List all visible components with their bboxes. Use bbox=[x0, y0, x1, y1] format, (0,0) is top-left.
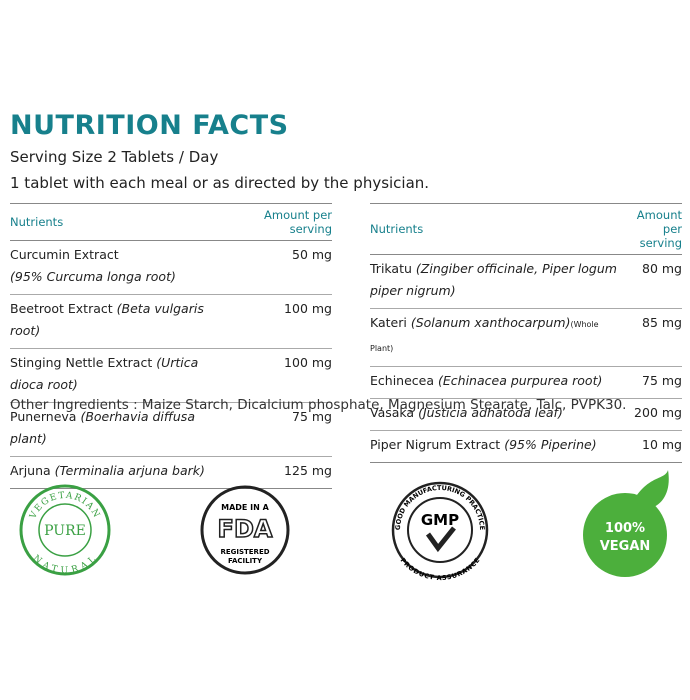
detail: (Zingiber officinale, Piper logum piper … bbox=[370, 261, 617, 298]
badge-text: 100% bbox=[605, 521, 645, 536]
svg-text:PRODUCT ASSURANCE: PRODUCT ASSURANCE bbox=[399, 556, 482, 582]
serving: Serving Size 2 Tablets / Day bbox=[10, 148, 219, 166]
detail: (Solanum xanthocarpum) bbox=[410, 315, 571, 330]
nutrient: Piper Nigrum Extract bbox=[370, 437, 501, 452]
detail: (Terminalia arjuna bark) bbox=[54, 463, 205, 478]
badge-text: PRODUCT ASSURANCE bbox=[399, 556, 482, 582]
header: Amount per serving bbox=[620, 203, 682, 255]
detail: (Urtica dioca root) bbox=[10, 355, 199, 392]
note: (Whole Plant) bbox=[370, 320, 599, 353]
nutrient: Kateri bbox=[370, 315, 407, 330]
badge-text: GMP bbox=[421, 511, 459, 529]
badge-text: FDA bbox=[218, 515, 273, 543]
svg-text:NATURAL: NATURAL bbox=[31, 553, 100, 576]
header: Nutrients bbox=[10, 203, 232, 241]
amount: 75 mg bbox=[620, 366, 682, 399]
amount: 80 mg bbox=[620, 254, 682, 309]
vegan-badge: 100% VEGAN bbox=[583, 470, 669, 577]
detail: (95% Piperine) bbox=[504, 437, 597, 452]
badges: VEGETARIAN NATURAL PURE MADE IN A FDA RE… bbox=[19, 470, 669, 582]
nutrient: Punerneva bbox=[10, 409, 77, 424]
detail: (95% Curcuma longa root) bbox=[10, 269, 176, 284]
fda-badge: MADE IN A FDA REGISTERED FACILITY bbox=[200, 485, 290, 575]
detail: (Beta vulgaris root) bbox=[10, 301, 204, 338]
nutrient: Vasaka bbox=[370, 405, 415, 420]
badge-text: NATURAL bbox=[31, 553, 98, 576]
amount: 200 mg bbox=[620, 398, 682, 431]
header: Amount per serving bbox=[231, 203, 332, 241]
nutrient: Stinging Nettle Extract bbox=[10, 355, 153, 370]
amount: 50 mg bbox=[231, 240, 332, 295]
amount: 75 mg bbox=[231, 402, 332, 457]
badge-text: FACILITY bbox=[228, 557, 263, 565]
header: Nutrients bbox=[370, 203, 620, 255]
nutrient: Curcumin Extract bbox=[10, 247, 119, 262]
detail: (Echinacea purpurea root) bbox=[438, 373, 603, 388]
badge-text: MADE IN A bbox=[221, 503, 270, 512]
nutrient: Echinecea bbox=[370, 373, 435, 388]
badge-text: VEGAN bbox=[600, 539, 651, 554]
badge-text: PURE bbox=[44, 523, 86, 539]
nutrient-table: Nutrients Amount per serving Curcumin Ext… bbox=[10, 203, 332, 489]
amount: 10 mg bbox=[620, 430, 682, 463]
badge-text: REGISTERED bbox=[220, 548, 269, 556]
vegetarian-badge: VEGETARIAN NATURAL PURE bbox=[19, 484, 111, 576]
other-ingredients: Other Ingredients : Maize Starch, Dicalc… bbox=[10, 397, 627, 413]
nutrient: Trikatu bbox=[370, 261, 412, 276]
nutrient-table: Nutrients Amount per serving Trikatu (Zin… bbox=[370, 203, 682, 463]
nutrient: Arjuna bbox=[10, 463, 51, 478]
amount: 100 mg bbox=[231, 294, 332, 349]
title: NUTRITION FACTS bbox=[10, 110, 289, 141]
detail: (Justicia adhatoda leaf) bbox=[418, 405, 563, 420]
gmp-badge: GOOD MANUFACTURING PRACTICE PRODUCT ASSU… bbox=[391, 481, 489, 582]
nutrient: Beetroot Extract bbox=[10, 301, 113, 316]
amount: 100 mg bbox=[231, 348, 332, 403]
amount: 125 mg bbox=[231, 456, 332, 489]
detail: (Boerhavia diffusa plant) bbox=[10, 409, 195, 446]
directions: 1 tablet with each meal or as directed b… bbox=[10, 174, 430, 192]
amount: 85 mg bbox=[620, 308, 682, 367]
